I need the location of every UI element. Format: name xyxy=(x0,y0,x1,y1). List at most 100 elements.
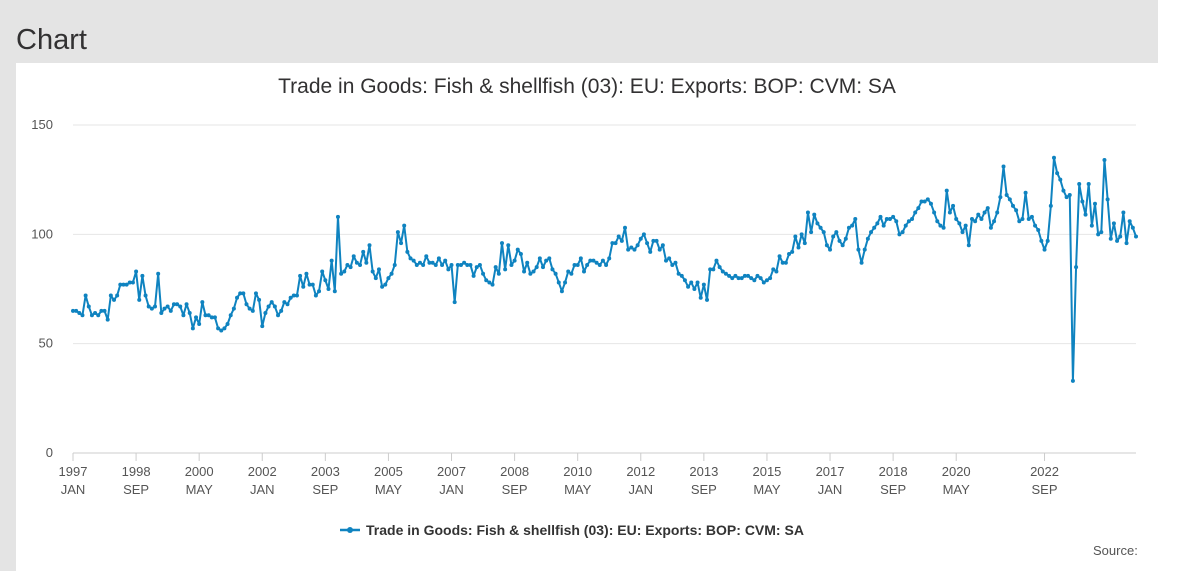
data-point[interactable] xyxy=(1115,238,1120,243)
data-point[interactable] xyxy=(86,304,91,309)
data-point[interactable] xyxy=(575,262,580,267)
data-point[interactable] xyxy=(887,217,892,222)
data-point[interactable] xyxy=(1096,232,1101,237)
data-point[interactable] xyxy=(1001,164,1006,169)
data-point[interactable] xyxy=(818,225,823,230)
data-point[interactable] xyxy=(1070,378,1075,383)
data-point[interactable] xyxy=(257,297,262,302)
data-point[interactable] xyxy=(468,262,473,267)
data-point[interactable] xyxy=(805,210,810,215)
data-point[interactable] xyxy=(525,260,530,265)
data-point[interactable] xyxy=(809,230,814,235)
data-point[interactable] xyxy=(1029,214,1034,219)
data-point[interactable] xyxy=(1051,155,1056,160)
data-point[interactable] xyxy=(938,223,943,228)
data-point[interactable] xyxy=(957,221,962,226)
data-point[interactable] xyxy=(301,284,306,289)
data-point[interactable] xyxy=(749,276,754,281)
data-point[interactable] xyxy=(976,212,981,217)
data-point[interactable] xyxy=(600,258,605,263)
data-point[interactable] xyxy=(979,217,984,222)
data-point[interactable] xyxy=(966,243,971,248)
data-point[interactable] xyxy=(1077,182,1082,187)
data-point[interactable] xyxy=(597,262,602,267)
data-point[interactable] xyxy=(1023,190,1028,195)
data-point[interactable] xyxy=(973,219,978,224)
data-point[interactable] xyxy=(556,280,561,285)
data-point[interactable] xyxy=(692,287,697,291)
data-point[interactable] xyxy=(566,269,571,274)
data-point[interactable] xyxy=(932,210,937,215)
data-point[interactable] xyxy=(856,247,861,252)
data-point[interactable] xyxy=(701,282,706,287)
data-point[interactable] xyxy=(1045,238,1050,243)
data-point[interactable] xyxy=(935,219,940,224)
data-point[interactable] xyxy=(408,256,413,261)
data-point[interactable] xyxy=(200,300,205,305)
data-point[interactable] xyxy=(1130,225,1135,230)
data-point[interactable] xyxy=(326,287,331,291)
data-point[interactable] xyxy=(613,241,618,246)
data-point[interactable] xyxy=(824,243,829,248)
data-point[interactable] xyxy=(329,258,334,263)
data-point[interactable] xyxy=(594,260,599,265)
data-point[interactable] xyxy=(1017,219,1022,224)
data-point[interactable] xyxy=(247,306,252,311)
data-point[interactable] xyxy=(578,256,583,261)
data-point[interactable] xyxy=(629,245,634,250)
data-point[interactable] xyxy=(925,197,930,202)
data-point[interactable] xyxy=(414,262,419,267)
data-point[interactable] xyxy=(77,311,82,316)
data-point[interactable] xyxy=(269,300,274,305)
data-point[interactable] xyxy=(421,262,426,267)
data-point[interactable] xyxy=(1007,197,1012,202)
data-point[interactable] xyxy=(777,254,782,259)
data-point[interactable] xyxy=(771,267,776,272)
data-point[interactable] xyxy=(380,284,385,289)
data-point[interactable] xyxy=(137,297,142,302)
data-point[interactable] xyxy=(947,210,952,215)
series-line[interactable] xyxy=(73,156,1137,382)
data-point[interactable] xyxy=(288,295,293,300)
data-point[interactable] xyxy=(742,273,747,278)
data-point[interactable] xyxy=(1111,221,1116,226)
data-point[interactable] xyxy=(335,214,340,219)
data-point[interactable] xyxy=(272,304,277,309)
data-point[interactable] xyxy=(796,245,801,250)
data-point[interactable] xyxy=(553,271,558,276)
data-point[interactable] xyxy=(440,262,445,267)
data-point[interactable] xyxy=(582,269,586,274)
data-point[interactable] xyxy=(1089,223,1094,228)
data-point[interactable] xyxy=(490,282,495,287)
data-point[interactable] xyxy=(443,258,448,263)
data-point[interactable] xyxy=(310,282,315,287)
data-point[interactable] xyxy=(474,265,479,270)
data-point[interactable] xyxy=(1058,177,1063,182)
data-point[interactable] xyxy=(452,300,457,305)
data-point[interactable] xyxy=(313,293,318,298)
data-point[interactable] xyxy=(351,254,356,259)
data-point[interactable] xyxy=(651,238,656,243)
data-point[interactable] xyxy=(623,225,627,230)
data-point[interactable] xyxy=(80,313,85,318)
data-point[interactable] xyxy=(481,271,486,276)
data-point[interactable] xyxy=(184,302,189,307)
data-point[interactable] xyxy=(711,267,716,272)
data-point[interactable] xyxy=(427,260,432,265)
data-point[interactable] xyxy=(1064,195,1069,200)
data-point[interactable] xyxy=(1042,247,1047,252)
data-point[interactable] xyxy=(433,262,438,267)
data-point[interactable] xyxy=(291,293,296,298)
data-point[interactable] xyxy=(376,267,381,272)
data-point[interactable] xyxy=(572,262,577,267)
data-point[interactable] xyxy=(1036,227,1041,232)
data-point[interactable] xyxy=(263,311,268,316)
data-point[interactable] xyxy=(118,282,123,287)
data-point[interactable] xyxy=(140,273,145,278)
data-point[interactable] xyxy=(878,214,883,219)
data-point[interactable] xyxy=(222,326,227,331)
data-point[interactable] xyxy=(392,262,397,267)
data-point[interactable] xyxy=(446,267,451,272)
data-point[interactable] xyxy=(664,258,669,263)
data-point[interactable] xyxy=(1086,182,1091,187)
